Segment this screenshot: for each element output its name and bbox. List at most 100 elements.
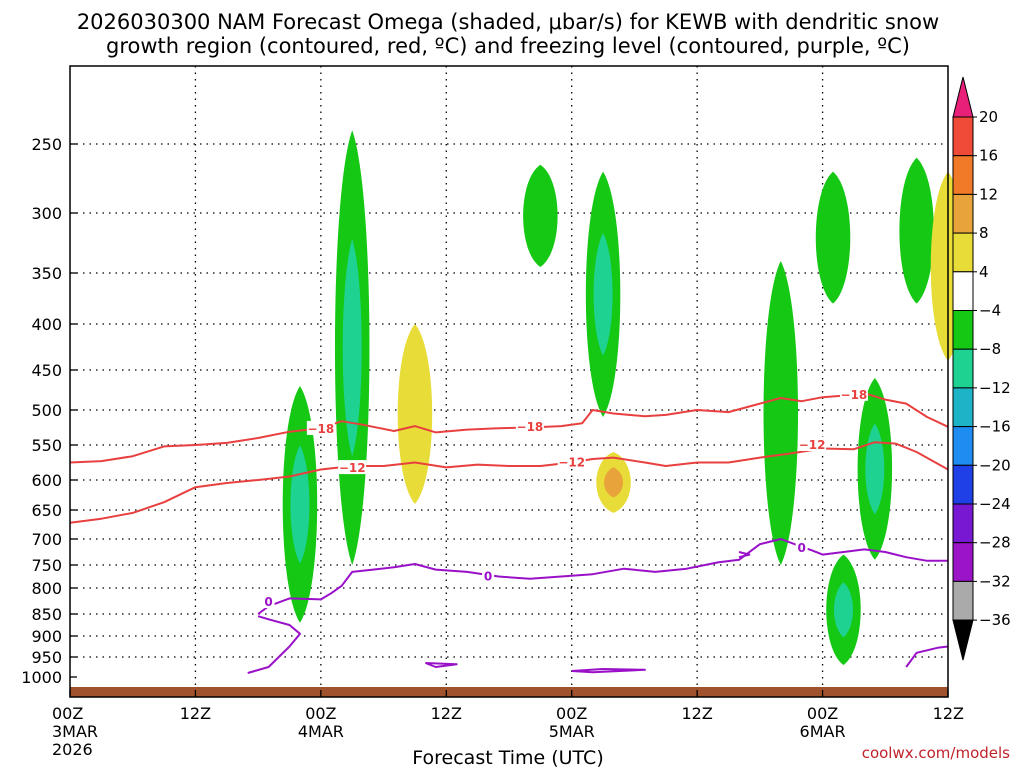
y-tick-label: 950 [31, 648, 62, 667]
freezing-level-contour [738, 551, 751, 559]
omega-region [857, 378, 893, 560]
dgz-minus18-label: −18 [307, 422, 334, 436]
x-tick-label: 12Z [180, 704, 211, 723]
x-tick-label: 12Z [681, 704, 712, 723]
dgz-minus18-label-bg [515, 418, 544, 433]
x-tick-label: 00Z [807, 704, 838, 723]
freezing-level-label: 0 [264, 595, 272, 609]
omega-fill-outer [899, 157, 934, 304]
y-tick-label: 600 [31, 471, 62, 490]
freezing-level-label-bg [482, 568, 495, 583]
x-tick-label: 00Z [305, 704, 336, 723]
colorbar: 20 16 12 8 4 −4 −8 −12 −16 −20 −24 −28 −32 −36 [952, 76, 1011, 661]
colorbar-swatch [952, 503, 974, 544]
colorbar-label: −24 [979, 495, 1011, 513]
omega-fill-outer [815, 171, 851, 304]
colorbar-label: −32 [979, 572, 1011, 590]
omega-region [763, 261, 799, 565]
omega-region [826, 554, 861, 665]
plot-area: −18 −18 −18 −12 −12 −12 0 0 0 250 300 350 400 450 500 5… [21, 65, 966, 759]
omega-region [596, 452, 631, 513]
colorbar-swatch [952, 542, 974, 582]
omega-fill-inner [865, 423, 885, 515]
omega-fill-inner [593, 232, 613, 356]
colorbar-swatch [952, 155, 974, 195]
chart-title-line1: 2026030300 NAM Forecast Omega (shaded, μ… [77, 10, 939, 34]
y-tick-label: 850 [31, 605, 62, 624]
colorbar-label: −8 [979, 340, 1001, 358]
omega-region [397, 324, 433, 504]
y-tick-label: 700 [31, 530, 62, 549]
plot-frame [69, 65, 949, 698]
y-tick-label: 250 [31, 135, 62, 154]
colorbar-label: −16 [979, 418, 1011, 436]
colorbar-label: 16 [979, 147, 998, 165]
colorbar-swatch [952, 271, 974, 311]
y-tick-label: 500 [31, 401, 62, 420]
colorbar-label: −12 [979, 379, 1011, 397]
colorbar-label: 4 [979, 263, 989, 281]
freezing-level-contour [905, 645, 949, 668]
x-tick-year: 2026 [52, 740, 93, 759]
y-tick-label: 650 [31, 501, 62, 520]
omega-fill-outer [397, 324, 433, 504]
colorbar-swatch [952, 580, 974, 621]
dgz-minus12-label-bg [338, 460, 367, 475]
dgz-contour-minus18 [69, 392, 949, 464]
dgz-minus12-label-bg [557, 454, 586, 469]
dgz-minus12-label: −12 [558, 456, 585, 470]
colorbar-label: −4 [979, 302, 1001, 320]
dgz-minus18-label: −18 [517, 420, 544, 434]
y-tick-label: 450 [31, 361, 62, 380]
x-tick-label: 00Z [52, 704, 83, 723]
colorbar-swatch [952, 116, 974, 157]
x-tick-label: 12Z [933, 704, 964, 723]
y-tick-label: 350 [31, 264, 62, 283]
y-tick-label: 800 [31, 579, 62, 598]
x-tick-date: 3MAR [52, 722, 98, 741]
colorbar-swatch [952, 387, 974, 428]
colorbar-label: 8 [979, 224, 989, 242]
colorbar-swatch [952, 426, 974, 466]
dgz-minus18-label-bg [839, 386, 868, 401]
freezing-level-label-bg [262, 594, 275, 609]
omega-region [815, 171, 851, 304]
y-tick-label: 400 [31, 315, 62, 334]
omega-region [585, 171, 621, 417]
omega-fill-outer [523, 164, 558, 267]
dgz-contour-minus12 [69, 441, 949, 524]
dgz-minus12-label: −12 [339, 461, 366, 475]
dgz-minus12-label-bg [798, 437, 827, 451]
y-tick-label: 1000 [21, 668, 62, 687]
freezing-level-contour [257, 538, 948, 615]
colorbar-label: 12 [979, 185, 998, 203]
colorbar-swatch [952, 232, 974, 273]
freezing-level-label: 0 [484, 570, 492, 584]
y-tick-label: 750 [31, 556, 62, 575]
x-tick-label: 12Z [431, 704, 462, 723]
x-tick-date: 5MAR [549, 722, 595, 741]
chart-title-line2: growth region (contoured, red, ºC) and f… [106, 34, 910, 58]
freezing-level-contour [247, 615, 301, 674]
freezing-level-label: 0 [797, 541, 805, 555]
omega-region [334, 130, 370, 565]
colorbar-swatch [952, 464, 974, 505]
colorbar-swatch [952, 310, 974, 350]
colorbar-swatch [952, 348, 974, 389]
colorbar-swatch [952, 193, 974, 234]
omega-fill-inner [604, 467, 624, 498]
x-tick-date: 6MAR [800, 722, 846, 741]
dgz-minus12-label: −12 [799, 438, 826, 452]
freezing-level-contour [571, 668, 646, 674]
y-tick-label: 550 [31, 436, 62, 455]
colorbar-top-arrow [952, 76, 974, 118]
omega-fill-outer [763, 261, 799, 565]
dgz-minus18-label-bg [306, 420, 335, 435]
x-tick-label: 00Z [556, 704, 587, 723]
y-tick-label: 300 [31, 204, 62, 223]
colorbar-label: 20 [979, 108, 998, 126]
colorbar-label: −20 [979, 456, 1011, 474]
colorbar-label: −36 [979, 611, 1011, 629]
colorbar-label: −28 [979, 534, 1011, 552]
